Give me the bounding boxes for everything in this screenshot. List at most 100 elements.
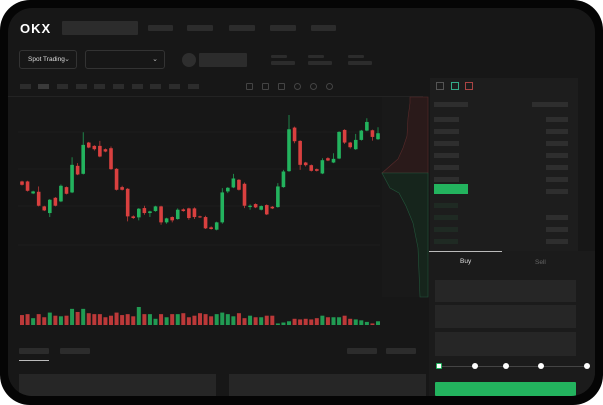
candle-up <box>248 205 252 208</box>
timeframe-button[interactable] <box>113 84 124 89</box>
candle-up <box>70 164 74 193</box>
asset-card <box>19 374 216 396</box>
camera-icon[interactable] <box>294 83 301 90</box>
ask-price <box>434 177 459 182</box>
candle-down <box>114 168 119 190</box>
search-bar[interactable] <box>62 21 138 35</box>
total-input[interactable] <box>435 332 576 356</box>
candlestick-chart[interactable] <box>8 8 595 396</box>
volume-bar <box>209 316 214 325</box>
volume-bar <box>97 314 102 325</box>
buy-button[interactable] <box>435 382 576 396</box>
volume-bar <box>287 321 291 325</box>
candle-down <box>326 158 330 161</box>
volume-bar <box>31 318 36 325</box>
candle-down <box>348 142 352 148</box>
candle-down <box>25 181 30 191</box>
amount-input[interactable] <box>435 305 576 328</box>
volume-bar <box>186 317 191 325</box>
candle-down <box>53 197 58 206</box>
candle-down <box>120 187 124 190</box>
timeframe-button[interactable] <box>20 84 31 89</box>
tab-buy[interactable]: Buy <box>460 258 472 265</box>
timeframe-button[interactable] <box>94 84 105 89</box>
candle-down <box>142 208 147 214</box>
price-input[interactable] <box>435 280 576 302</box>
timeframe-button[interactable] <box>150 84 161 89</box>
timeframe-button[interactable] <box>132 84 143 89</box>
stat-value <box>271 61 295 65</box>
volume-bar <box>109 315 113 325</box>
pair-dropdown[interactable]: ⌄ <box>85 50 165 69</box>
candle-down <box>370 130 375 137</box>
orderbook-bids-icon[interactable] <box>451 82 459 90</box>
ask-amount <box>546 165 568 170</box>
bid-price <box>434 239 458 244</box>
candle-down <box>109 148 113 170</box>
volume-bar <box>125 314 130 325</box>
candle-down <box>298 140 302 165</box>
volume-bar <box>236 313 241 325</box>
draw-icon[interactable] <box>262 83 269 90</box>
timeframe-button[interactable] <box>169 84 180 89</box>
volume-bar <box>147 314 152 325</box>
stat-label <box>308 55 324 58</box>
orderbook-asks-icon[interactable] <box>465 82 473 90</box>
filter-button[interactable] <box>386 348 416 354</box>
candle-down <box>309 165 314 171</box>
candle-down <box>20 181 24 185</box>
slider-stop[interactable] <box>584 363 590 369</box>
timeframe-button[interactable] <box>188 84 199 89</box>
volume-bar <box>92 314 97 325</box>
timeframe-button[interactable] <box>38 84 49 89</box>
line-icon[interactable] <box>278 83 285 90</box>
volume-bar <box>142 314 147 325</box>
bid-amount <box>546 215 568 220</box>
market-type-dropdown[interactable]: Spot Trading ⌄ <box>19 50 77 69</box>
ask-amount <box>546 153 568 158</box>
volume-bar <box>203 314 208 325</box>
candle-down <box>42 206 47 211</box>
tab-sell[interactable]: Sell <box>535 259 546 266</box>
indicator-icon[interactable] <box>246 83 253 90</box>
slider-stop[interactable] <box>503 363 509 369</box>
fullscreen-icon[interactable] <box>326 83 333 90</box>
timeframe-button[interactable] <box>76 84 87 89</box>
candle-down <box>131 216 136 219</box>
candle-up <box>331 158 336 163</box>
candle-up <box>320 160 325 174</box>
orderbook-both-icon[interactable] <box>436 82 444 90</box>
tab-order-history[interactable] <box>60 348 90 354</box>
candle-up <box>164 218 169 223</box>
candle-down <box>181 209 186 212</box>
candle-up <box>59 185 63 202</box>
depth-asks-area <box>381 96 429 174</box>
settings-icon[interactable] <box>310 83 317 90</box>
nav-item[interactable] <box>229 25 255 31</box>
filter-button[interactable] <box>347 348 377 354</box>
nav-item[interactable] <box>148 25 173 31</box>
slider-stop[interactable] <box>472 363 478 369</box>
candle-down <box>170 217 174 221</box>
volume-bar <box>25 314 30 325</box>
volume-bar <box>170 314 175 325</box>
nav-item[interactable] <box>187 25 213 31</box>
nav-item[interactable] <box>311 25 336 31</box>
volume-bar <box>220 312 225 325</box>
volume-bar <box>198 313 202 325</box>
candle-up <box>214 222 219 230</box>
candle-up <box>48 199 52 214</box>
slider-stop[interactable] <box>538 363 544 369</box>
nav-item[interactable] <box>270 25 296 31</box>
volume-bar <box>120 315 125 325</box>
candle-down <box>315 169 319 171</box>
timeframe-button[interactable] <box>57 84 68 89</box>
volume-bar <box>314 318 319 325</box>
slider-handle[interactable] <box>436 363 442 369</box>
candle-up <box>337 131 341 159</box>
okx-logo[interactable]: OKX <box>20 21 52 36</box>
tab-open-orders[interactable] <box>19 348 49 354</box>
volume-bar <box>320 315 325 325</box>
volume-bar <box>281 322 286 325</box>
amount-slider[interactable] <box>439 366 589 367</box>
